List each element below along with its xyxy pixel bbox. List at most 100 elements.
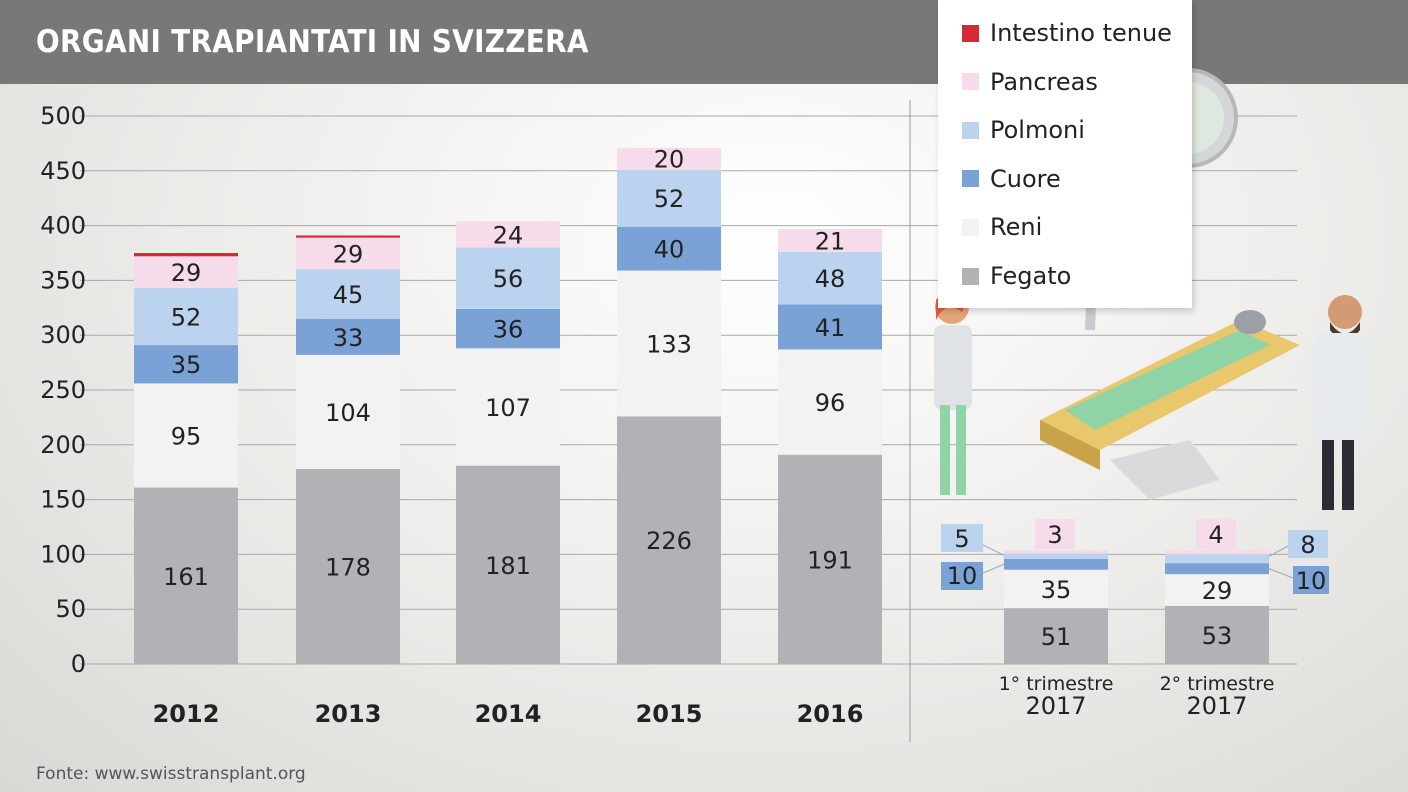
legend-swatch [962,267,979,285]
operating-table-icon [1040,420,1100,470]
data-label: 20 [654,146,685,174]
data-label: 3 [1047,521,1062,549]
legend-item: Polmoni [962,115,1085,145]
bar-segment [134,256,238,289]
legend-label: Intestino tenue [990,19,1172,47]
legend-label: Cuore [990,164,1061,193]
bar-segment [778,251,882,305]
x-tick-label: 2013 [315,700,382,728]
data-label: 51 [1041,623,1072,651]
data-label: 191 [807,546,853,574]
data-label: 107 [485,394,531,422]
bar-segment [296,318,400,355]
x-tick-label: 2017 [1025,692,1086,720]
callout-box [941,562,983,590]
bar-segment [617,147,721,170]
bar-segment [617,416,721,664]
data-label: 56 [493,265,524,293]
data-label: 8 [1300,531,1315,559]
bar-segment [456,465,560,664]
x-tick-label: 2014 [475,700,542,728]
data-label: 52 [654,185,685,213]
bar-segment [617,226,721,271]
bar-segment [1004,553,1108,559]
callout-line [982,563,1005,574]
bar-segment [1165,554,1269,564]
data-label: 29 [171,259,202,287]
y-tick-label: 200 [40,431,86,459]
y-tick-label: 300 [40,321,86,349]
callout-box [941,524,983,552]
bar-segment [617,270,721,417]
data-label: 33 [333,324,364,352]
data-label: 178 [325,553,371,581]
chart-title: ORGANI TRAPIANTATI IN SVIZZERA [36,24,589,60]
y-tick-label: 150 [40,486,86,514]
legend-swatch [962,73,979,91]
data-label: 53 [1202,622,1233,650]
x-tick-label: 2016 [797,700,864,728]
callout-box [1288,530,1328,558]
y-tick-label: 250 [40,376,86,404]
data-label: 10 [947,562,978,590]
bar-segment [456,348,560,466]
legend-item: Pancreas [962,67,1098,97]
legend-item: Cuore [962,164,1061,194]
nurse-icon [934,325,972,410]
y-tick-label: 100 [40,540,86,568]
data-label: 226 [646,527,692,555]
data-label: 104 [325,399,371,427]
data-label: 52 [171,304,202,332]
bar-segment [456,308,560,349]
bar-segment [296,354,400,469]
bar-segment [778,454,882,664]
x-tick-label: 2012 [153,700,220,728]
doctor-icon [1322,440,1334,510]
bar-segment [1004,608,1108,664]
bar-segment [778,228,882,252]
bar-segment [1004,569,1108,609]
y-tick-label: 0 [71,650,86,678]
bar-segment [1165,563,1269,575]
callout-box [1196,519,1236,549]
legend-item: Fegato [962,261,1071,291]
data-label: 29 [333,241,364,269]
data-label: 24 [493,221,524,249]
x-tick-label: 2015 [636,700,703,728]
legend-label: Fegato [990,262,1072,290]
data-label: 96 [815,389,846,417]
legend-label: Reni [990,213,1043,242]
data-label: 95 [171,422,202,450]
data-label: 35 [1041,576,1072,604]
patient-icon [1065,330,1270,430]
callout-line [1268,568,1294,579]
bar-segment [296,269,400,319]
bar-segment [296,237,400,270]
data-label: 29 [1202,577,1233,605]
legend-swatch [962,170,979,188]
doctor-icon [1328,295,1362,329]
legend-swatch [962,121,979,139]
doctor-icon [1314,333,1372,443]
y-tick-label: 50 [55,595,86,623]
legend: Intestino tenue Pancreas Polmoni Cuore Reni F… [938,0,1192,308]
data-label: 161 [163,563,209,591]
legend-item: Reni [962,212,1042,242]
bar-segment [1004,558,1108,570]
bar-segment [134,253,238,257]
legend-swatch [962,218,979,236]
data-label: 181 [485,552,531,580]
nurse-icon [956,405,966,495]
y-tick-label: 350 [40,266,86,294]
y-tick-label: 450 [40,157,86,185]
callout-box [1293,566,1329,594]
bar-segment [456,221,560,248]
bar-segment [134,487,238,664]
bar-segment [296,235,400,238]
x-tick-label: 2° trimestre [1160,673,1275,695]
data-label: 133 [646,330,692,358]
legend-swatch [962,24,979,42]
callout-line [1268,545,1289,557]
y-tick-label: 500 [40,102,86,130]
data-label: 48 [815,265,846,293]
